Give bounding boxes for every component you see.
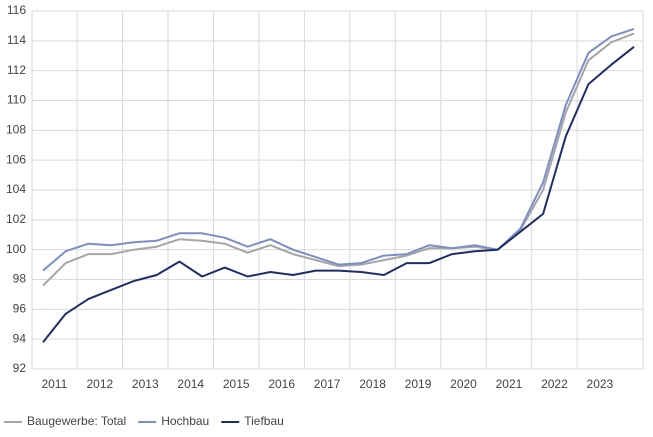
y-tick-label: 98 [13,272,27,286]
legend-label: Hochbau [161,414,209,428]
y-tick-label: 94 [13,331,27,345]
x-tick-label: 2013 [132,377,159,391]
series-line [42,46,635,343]
x-tick-label: 2018 [359,377,386,391]
y-tick-label: 110 [7,93,26,107]
x-tick-label: 2016 [268,377,295,391]
y-tick-label: 102 [6,212,26,226]
x-tick-label: 2020 [450,377,477,391]
y-tick-label: 104 [6,182,26,196]
x-tick-label: 2017 [314,377,341,391]
legend-label: Baugewerbe: Total [27,414,126,428]
x-tick-label: 2021 [496,377,523,391]
x-tick-label: 2014 [177,377,204,391]
y-tick-label: 92 [13,361,27,375]
x-tick-label: 2011 [41,377,67,391]
y-tick-label: 96 [13,302,27,316]
x-tick-label: 2023 [587,377,614,391]
series-line [42,32,635,287]
x-tick-label: 2022 [541,377,568,391]
y-tick-label: 100 [6,242,26,256]
y-tick-label: 114 [7,33,26,47]
x-tick-label: 2019 [405,377,432,391]
y-tick-label: 112 [7,63,26,77]
y-tick-label: 106 [6,152,26,166]
series-line [42,27,635,272]
y-tick-label: 116 [7,3,26,17]
x-tick-label: 2015 [223,377,250,391]
x-tick-label: 2012 [86,377,113,391]
legend-label: Tiefbau [244,414,284,428]
y-tick-label: 108 [6,123,26,137]
